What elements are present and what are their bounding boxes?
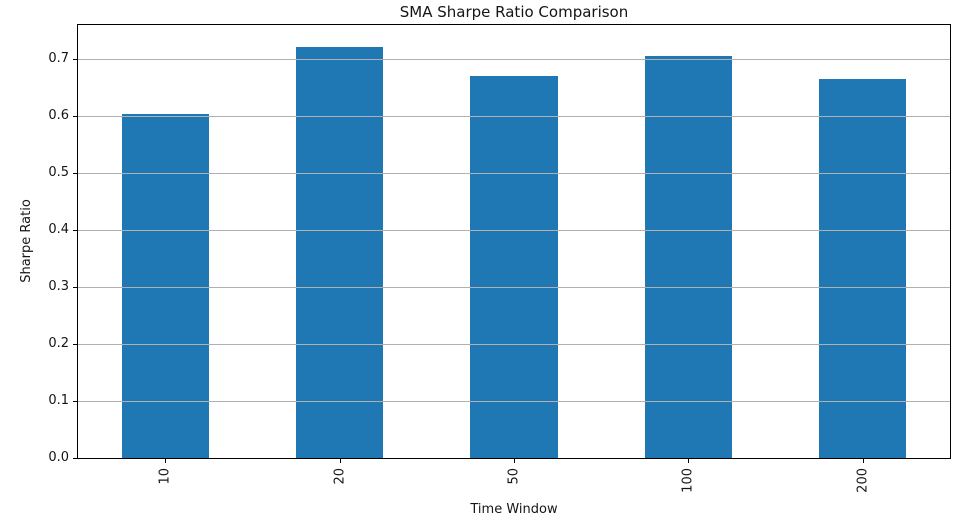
- y-tick-label: 0.3: [48, 279, 69, 294]
- gridline: [78, 287, 950, 288]
- y-tick: [73, 116, 77, 117]
- y-tick: [73, 401, 77, 402]
- bar-200: [819, 78, 907, 458]
- x-tick: [514, 459, 515, 463]
- gridline: [78, 59, 950, 60]
- x-tick-label-200: 200: [855, 468, 871, 493]
- gridline: [78, 230, 950, 231]
- x-tick: [340, 459, 341, 463]
- x-axis-label: Time Window: [470, 502, 558, 517]
- y-tick-label: 0.5: [48, 165, 69, 180]
- bar-10: [121, 113, 209, 458]
- bar-20: [296, 47, 384, 458]
- bar-100: [644, 55, 732, 458]
- x-tick: [863, 459, 864, 463]
- y-tick: [73, 344, 77, 345]
- y-tick-label: 0.4: [48, 222, 69, 237]
- x-tick: [165, 459, 166, 463]
- y-axis-label: Sharpe Ratio: [19, 199, 34, 283]
- y-tick-label: 0.7: [48, 51, 69, 66]
- gridline: [78, 116, 950, 117]
- gridline: [78, 401, 950, 402]
- y-tick: [73, 59, 77, 60]
- x-tick-label-20: 20: [332, 468, 348, 485]
- y-tick: [73, 230, 77, 231]
- y-tick-label: 0.0: [48, 450, 69, 465]
- y-tick: [73, 458, 77, 459]
- gridline: [78, 173, 950, 174]
- bar-50: [470, 76, 558, 458]
- x-tick-label-100: 100: [680, 468, 696, 493]
- chart-title: SMA Sharpe Ratio Comparison: [399, 3, 629, 21]
- x-tick-label-10: 10: [157, 468, 173, 485]
- y-tick-label: 0.6: [48, 108, 69, 123]
- y-tick-label: 0.2: [48, 336, 69, 351]
- y-tick: [73, 287, 77, 288]
- y-tick-label: 0.1: [48, 393, 69, 408]
- x-tick-label-50: 50: [506, 468, 522, 485]
- plot-area: [77, 24, 951, 459]
- gridline: [78, 344, 950, 345]
- y-tick: [73, 173, 77, 174]
- x-tick: [688, 459, 689, 463]
